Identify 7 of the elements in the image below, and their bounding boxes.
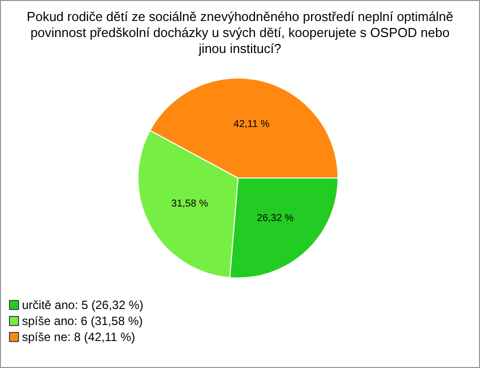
data-label: 31,58 %: [171, 198, 208, 210]
data-label: 42,11 %: [234, 119, 270, 130]
data-label: 26,32 %: [256, 212, 294, 224]
legend-label: spíše ano: 6 (31,58 %): [22, 313, 143, 329]
chart-title: Pokud rodiče dětí ze sociálně znevýhodněného prostředí neplní optimálně povinnost předškolní docházky u svých dětí, kooperujete s OSPOD nebo jinou institucí?: [26, 9, 454, 57]
legend-label: určitě ano: 5 (26,32 %): [22, 297, 144, 313]
legend-label: spíše ne: 8 (42,11 %): [22, 329, 136, 345]
